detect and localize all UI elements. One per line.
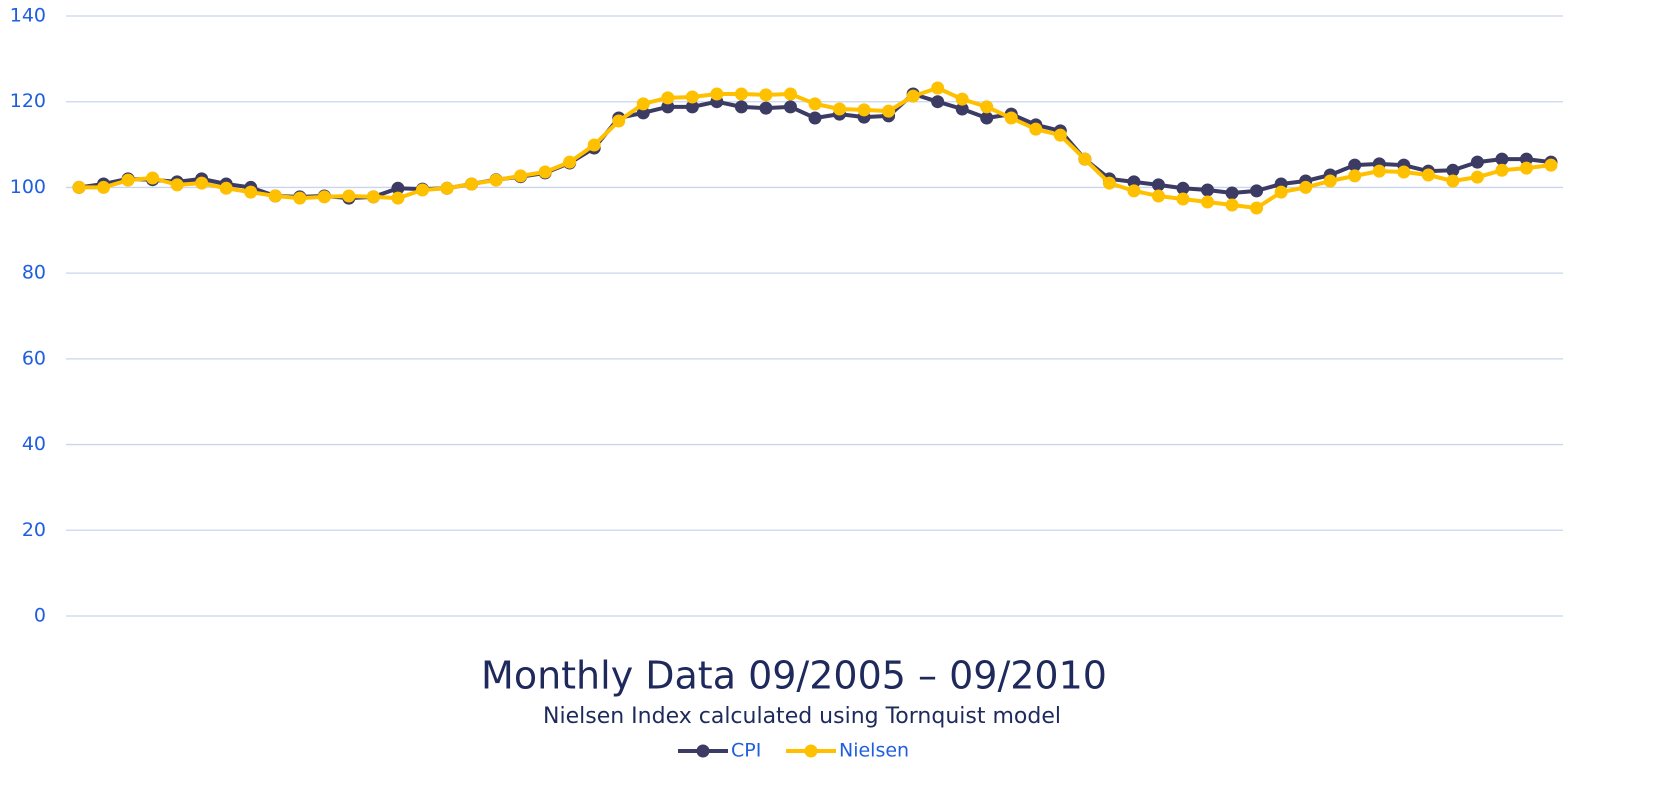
- legend-label: CPI: [731, 740, 761, 762]
- marker: [636, 106, 650, 120]
- y-tick-label: 120: [10, 90, 46, 112]
- marker: [1176, 181, 1190, 195]
- marker: [980, 111, 994, 125]
- marker: [1470, 155, 1484, 169]
- marker: [882, 104, 896, 118]
- chart-title: Monthly Data 09/2005 – 09/2010: [481, 654, 1107, 698]
- marker: [97, 180, 111, 194]
- marker: [661, 91, 675, 105]
- marker: [391, 181, 405, 195]
- legend-marker: [804, 744, 818, 758]
- y-tick-label: 0: [34, 605, 46, 627]
- marker: [1323, 174, 1337, 188]
- marker: [734, 87, 748, 101]
- marker: [72, 180, 86, 194]
- chart-subtitle: Nielsen Index calculated using Tornquist…: [543, 704, 1061, 729]
- marker: [514, 169, 528, 183]
- marker: [906, 89, 920, 103]
- marker: [317, 190, 331, 204]
- marker: [1299, 180, 1313, 194]
- marker: [1250, 184, 1264, 198]
- marker: [489, 173, 503, 187]
- y-tick-label: 140: [10, 5, 46, 27]
- marker: [1225, 186, 1239, 200]
- marker: [661, 100, 675, 114]
- y-tick-label: 100: [10, 176, 46, 198]
- marker: [195, 176, 209, 190]
- marker: [1151, 189, 1165, 203]
- marker: [293, 191, 307, 205]
- marker: [1151, 178, 1165, 192]
- marker: [268, 189, 282, 203]
- marker: [1127, 184, 1141, 198]
- marker: [612, 114, 626, 128]
- legend-label: Nielsen: [839, 740, 909, 762]
- marker: [1102, 176, 1116, 190]
- y-tick-label: 40: [22, 433, 46, 455]
- marker: [587, 138, 601, 152]
- marker: [1348, 169, 1362, 183]
- marker: [1004, 111, 1018, 125]
- marker: [955, 102, 969, 116]
- marker: [1127, 175, 1141, 189]
- marker: [1495, 163, 1509, 177]
- marker: [1201, 183, 1215, 197]
- marker: [833, 102, 847, 116]
- marker: [1348, 158, 1362, 172]
- marker: [1201, 195, 1215, 209]
- marker: [1495, 152, 1509, 166]
- marker: [465, 177, 479, 191]
- marker: [366, 190, 380, 204]
- marker: [244, 185, 258, 199]
- marker: [121, 173, 135, 187]
- y-tick-label: 60: [22, 347, 46, 369]
- marker: [1446, 174, 1460, 188]
- marker: [808, 97, 822, 111]
- marker: [808, 111, 822, 125]
- marker: [710, 87, 724, 101]
- marker: [440, 181, 454, 195]
- marker: [759, 101, 773, 115]
- marker: [955, 92, 969, 106]
- marker: [1397, 165, 1411, 179]
- marker: [1078, 152, 1092, 166]
- marker: [759, 88, 773, 102]
- marker: [1029, 122, 1043, 136]
- marker: [170, 178, 184, 192]
- marker: [1544, 158, 1558, 172]
- y-tick-label: 20: [22, 519, 46, 541]
- marker: [1176, 192, 1190, 206]
- marker: [1053, 128, 1067, 142]
- marker: [1250, 201, 1264, 215]
- marker: [685, 90, 699, 104]
- marker: [1372, 164, 1386, 178]
- marker: [1421, 168, 1435, 182]
- marker: [1519, 161, 1533, 175]
- marker: [980, 100, 994, 114]
- marker: [931, 81, 945, 95]
- marker: [783, 100, 797, 114]
- marker: [783, 87, 797, 101]
- marker: [685, 100, 699, 114]
- marker: [538, 165, 552, 179]
- marker: [1519, 152, 1533, 166]
- marker: [1470, 170, 1484, 184]
- marker: [342, 189, 356, 203]
- y-tick-label: 80: [22, 262, 46, 284]
- marker: [931, 95, 945, 109]
- marker: [734, 100, 748, 114]
- marker: [1225, 198, 1239, 212]
- marker: [219, 181, 233, 195]
- marker: [857, 103, 871, 117]
- marker: [1274, 185, 1288, 199]
- marker: [636, 97, 650, 111]
- marker: [146, 171, 160, 185]
- marker: [563, 155, 577, 169]
- marker: [391, 191, 405, 205]
- legend-marker: [696, 744, 710, 758]
- marker: [415, 183, 429, 197]
- marker: [1446, 163, 1460, 177]
